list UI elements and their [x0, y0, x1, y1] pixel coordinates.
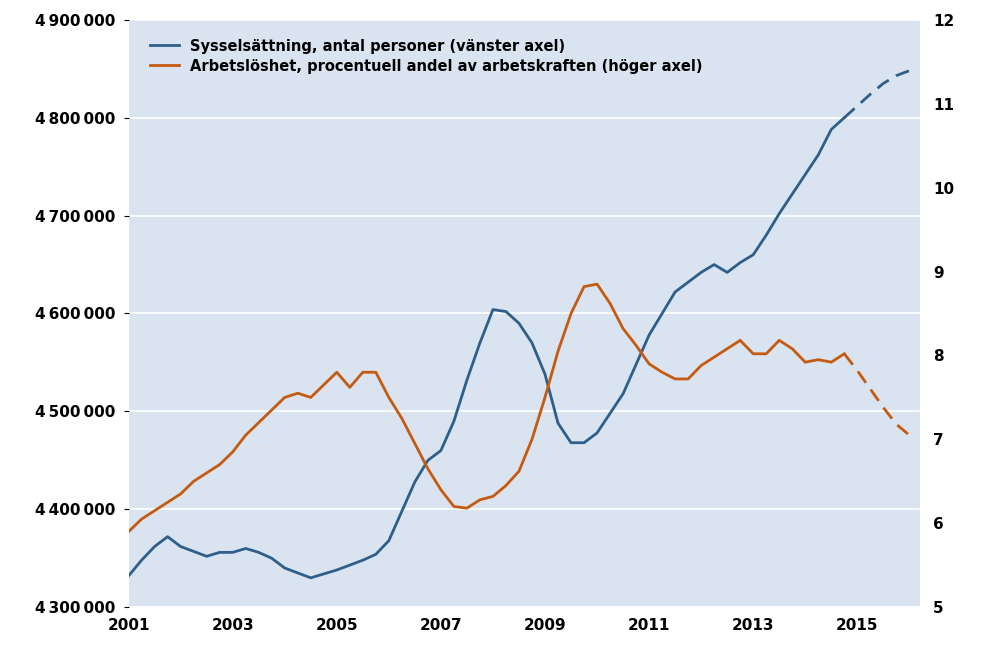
- Legend: Sysselsättning, antal personer (vänster axel), Arbetslöshet, procentuell andel a: Sysselsättning, antal personer (vänster …: [143, 33, 709, 80]
